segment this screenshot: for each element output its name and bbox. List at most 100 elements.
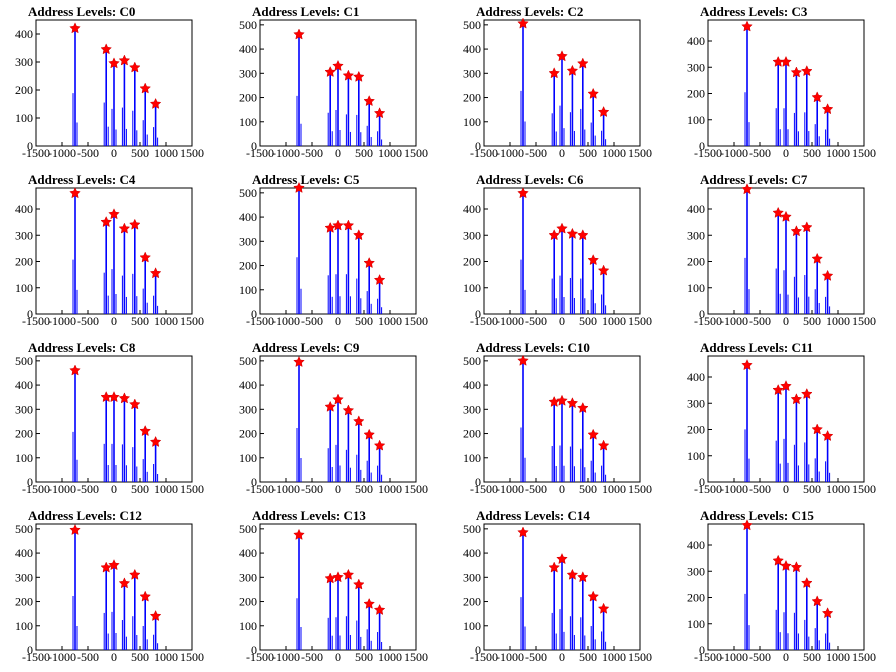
peak-marker-star [139, 82, 151, 94]
y-tick-label: 300 [15, 402, 33, 416]
peak-marker-star [149, 97, 162, 109]
peak-marker-star [597, 264, 610, 276]
peak-marker-star [342, 404, 355, 416]
y-tick-label: 400 [15, 27, 33, 41]
histogram-plot: 0 100 200 300 400 500 -1500-1000 -500 0 500 1000 15… [15, 354, 204, 496]
x-tick-label: 1000 [602, 482, 626, 496]
peak-marker-star [821, 429, 834, 441]
y-tick-label: 300 [239, 402, 257, 416]
x-tick-label: 0 [111, 146, 117, 160]
chart-panel-9: Address Levels: C9 0 100 200 300 400 500 -1500-… [224, 336, 448, 504]
y-tick-label: 100 [15, 619, 33, 633]
x-tick-label: 1000 [154, 650, 178, 664]
x-tick-label: -1000 [272, 146, 300, 160]
histogram-plot: 0 100 200 300 400 500 -1500-1000 -500 0 500 1000 15… [239, 354, 428, 496]
y-tick-label: 300 [463, 402, 481, 416]
x-tick-label: 500 [355, 146, 373, 160]
peak-marker-star [69, 523, 81, 535]
chart-title: Address Levels: C10 [476, 340, 590, 355]
peak-marker-star [118, 392, 131, 404]
peak-marker-star [363, 597, 375, 609]
y-tick-label: 200 [15, 427, 33, 441]
chart-title: Address Levels: C13 [252, 508, 366, 523]
peak-marker-star [149, 435, 162, 447]
y-tick-label: 100 [239, 451, 257, 465]
x-tick-label: -500 [525, 650, 547, 664]
y-tick-label: 200 [15, 83, 33, 97]
peak-marker-star [801, 65, 813, 77]
chart-title: Address Levels: C1 [252, 4, 360, 19]
y-tick-label: 500 [15, 354, 33, 368]
peak-marker-star [556, 50, 568, 62]
y-tick-label: 300 [463, 570, 481, 584]
peak-marker-star [108, 57, 120, 69]
y-tick-label: 400 [239, 378, 257, 392]
y-tick-label: 0 [27, 307, 33, 321]
x-tick-label: 0 [335, 482, 341, 496]
x-tick-label: 1000 [378, 482, 402, 496]
x-tick-label: -1500 [470, 146, 498, 160]
peak-marker-star [373, 439, 386, 451]
chart-panel-12: Address Levels: C12 0 100 200 300 400 500 -1500… [0, 504, 224, 672]
chart-panel-11: Address Levels: C11 0 100 200 300 400 -1500 -10… [672, 336, 896, 504]
peak-marker-star [332, 393, 344, 405]
y-tick-label: 0 [699, 643, 705, 657]
x-tick-label: -500 [525, 146, 547, 160]
peak-marker-star [118, 222, 131, 234]
chart-title: Address Levels: C7 [700, 172, 808, 187]
x-tick-label: -500 [77, 146, 99, 160]
y-tick-label: 300 [687, 60, 705, 74]
y-tick-label: 300 [463, 66, 481, 80]
x-tick-label: -1500 [470, 314, 498, 328]
x-tick-label: 1000 [154, 314, 178, 328]
histogram-plot: 0 100 200 300 400 500 -1500-1000 -500 0 500 1000 15… [463, 354, 652, 496]
peak-marker-star [118, 54, 131, 66]
x-tick-label: -1500 [470, 482, 498, 496]
y-tick-label: 100 [687, 113, 705, 127]
peak-marker-star [517, 187, 529, 199]
peak-marker-star [556, 222, 568, 234]
peak-marker-star [566, 568, 579, 580]
x-tick-label: 0 [559, 482, 565, 496]
x-tick-label: 1500 [852, 650, 876, 664]
peak-marker-star [548, 229, 560, 241]
x-tick-label: 1500 [404, 314, 428, 328]
chart-panel-6: Address Levels: C6 0 100 200 300 400 -1500 -100… [448, 168, 672, 336]
histogram-plot: 0 100 200 300 400 -1500-1000 -500 0 500 1000 1500 [15, 187, 204, 328]
y-tick-label: 300 [15, 570, 33, 584]
peak-marker-star [129, 218, 141, 230]
peak-marker-star [790, 66, 803, 78]
peak-marker-star [69, 364, 81, 376]
peak-marker-star [821, 103, 834, 115]
peak-marker-star [293, 28, 305, 40]
x-tick-label: 0 [783, 314, 789, 328]
chart-title: Address Levels: C6 [476, 172, 584, 187]
y-tick-label: 0 [251, 139, 257, 153]
x-tick-label: 1500 [404, 482, 428, 496]
chart-title: Address Levels: C9 [252, 340, 360, 355]
peak-marker-star [373, 107, 386, 119]
y-tick-label: 300 [15, 228, 33, 242]
chart-title: Address Levels: C14 [476, 508, 590, 523]
y-tick-label: 100 [687, 281, 705, 295]
x-tick-label: 1500 [852, 314, 876, 328]
peak-marker-star [342, 219, 355, 231]
peak-marker-star [577, 57, 589, 69]
y-tick-label: 100 [15, 451, 33, 465]
x-tick-label: 1000 [378, 146, 402, 160]
y-tick-label: 100 [239, 619, 257, 633]
chart-panel-5: Address Levels: C5 0 100 200 300 400 500 -1500-… [224, 168, 448, 336]
y-tick-label: 300 [463, 228, 481, 242]
y-tick-label: 400 [239, 42, 257, 56]
y-tick-label: 300 [687, 228, 705, 242]
peak-marker-star [772, 554, 784, 566]
x-tick-label: 500 [803, 146, 821, 160]
peak-marker-star [293, 528, 305, 540]
x-tick-label: 500 [355, 314, 373, 328]
y-tick-label: 100 [687, 617, 705, 631]
peak-marker-star [293, 181, 305, 193]
y-tick-label: 400 [687, 538, 705, 552]
x-tick-label: 0 [559, 314, 565, 328]
x-tick-label: -500 [525, 314, 547, 328]
